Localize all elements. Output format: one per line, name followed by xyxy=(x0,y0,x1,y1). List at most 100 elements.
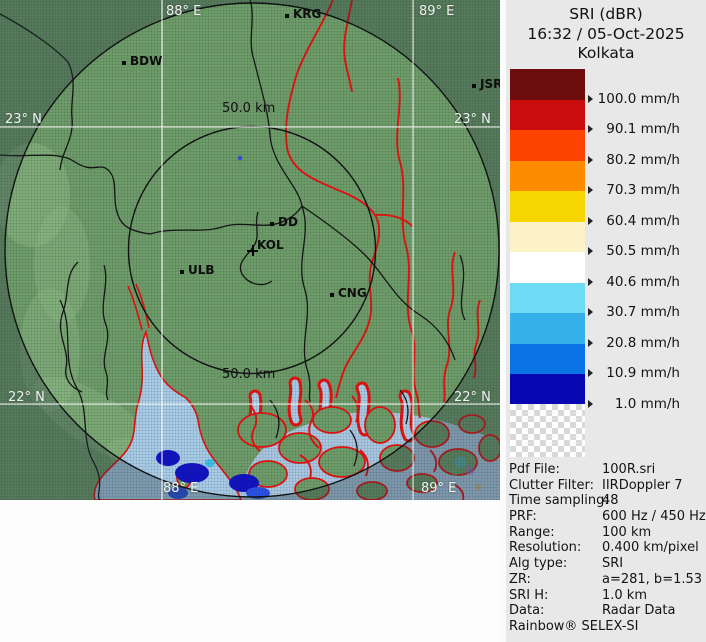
city-label: KRG xyxy=(293,7,322,21)
city-label: CNG xyxy=(338,286,367,300)
legend-tick-arrow-icon xyxy=(588,277,593,286)
legend-value: 50.5 mm/h xyxy=(606,243,680,259)
city-label: ULB xyxy=(188,263,215,277)
colorbar xyxy=(510,69,585,405)
range-ring-label: 50.0 km xyxy=(222,367,276,382)
product-timestamp: 16:32 / 05-Oct-2025 xyxy=(527,24,685,43)
city-label: JSR xyxy=(480,77,500,91)
product-name: SRI (dBR) xyxy=(569,5,643,23)
metadata-label: Data: xyxy=(509,603,545,619)
metadata-value: 600 Hz / 450 Hz xyxy=(602,509,706,525)
delta-islands xyxy=(176,406,500,500)
legend-swatch xyxy=(510,313,585,344)
metadata-label: Range: xyxy=(509,524,555,540)
rivers xyxy=(249,0,481,500)
legend-tick-arrow-icon xyxy=(588,247,593,255)
legend-swatch xyxy=(510,374,585,405)
metadata-label: Alg type: xyxy=(509,556,568,572)
radar-site-label: KOL xyxy=(257,238,284,252)
legend-labels: 100.0 mm/h 90.1 mm/h 80.2 mm/h 70.3 mm/h 60.… xyxy=(588,69,680,429)
metadata-value: 48 xyxy=(602,493,619,509)
legend-swatch xyxy=(510,252,585,283)
legend-tick-arrow-icon xyxy=(588,216,593,225)
grid-label: 88° E xyxy=(163,481,199,496)
legend-swatch xyxy=(510,69,585,100)
map-graphics xyxy=(0,0,500,500)
legend-value: 100.0 mm/h xyxy=(597,90,680,107)
grid-label: 22° N xyxy=(8,390,45,405)
radar-site-marker xyxy=(246,244,258,256)
legend-label: 1.0 mm/h xyxy=(588,396,680,412)
legend-value: 20.8 mm/h xyxy=(606,334,680,351)
legend-swatch xyxy=(510,221,585,252)
software-brand: Rainbow® SELEX-SI xyxy=(509,618,639,634)
legend-tick-arrow-icon xyxy=(588,399,593,408)
product-header: SRI (dBR) 16:32 / 05-Oct-2025 Kolkata xyxy=(506,5,706,64)
hooghly-river xyxy=(93,329,242,500)
legend-tick-arrow-icon xyxy=(588,186,593,194)
bottom-margin xyxy=(0,500,500,642)
city-label: BDW xyxy=(130,54,163,68)
metadata-value: 0.400 km/pixel xyxy=(602,540,699,556)
metadata-value: SRI xyxy=(602,556,624,572)
grid-label: 23° N xyxy=(5,112,42,127)
metadata-panel: Pdf File: 100R.sri Clutter Filter: IIRDoppl… xyxy=(509,462,706,635)
legend-tick-arrow-icon xyxy=(588,369,593,377)
metadata-row: Data: Radar Data xyxy=(509,603,705,619)
legend-label: 10.9 mm/h xyxy=(588,365,680,381)
legend-swatch xyxy=(510,130,585,161)
metadata-label: Clutter Filter: xyxy=(509,477,594,493)
city-dot xyxy=(180,270,184,274)
legend-label: 90.1 mm/h xyxy=(588,121,680,137)
river-banks xyxy=(127,283,150,331)
metadata-label: ZR: xyxy=(509,571,531,587)
grid-label: 89° E xyxy=(419,4,455,19)
grid-label: 88° E xyxy=(166,4,202,19)
legend-value: 70.3 mm/h xyxy=(606,182,680,198)
range-ring-label: 50.0 km xyxy=(222,101,276,116)
metadata-label: Resolution: xyxy=(509,540,582,556)
grid-label: 22° N xyxy=(454,390,491,405)
metadata-value: 1.0 km xyxy=(602,587,647,603)
metadata-label: SRI H: xyxy=(509,587,549,603)
legend-value: 10.9 mm/h xyxy=(606,365,680,381)
metadata-row: PRF: 600 Hz / 450 Hz xyxy=(509,509,706,525)
metadata-row: Pdf File: 100R.sri xyxy=(509,462,705,478)
legend-value: 60.4 mm/h xyxy=(606,212,680,229)
metadata-row: Time sampling: 48 xyxy=(509,493,705,509)
legend-value: 40.6 mm/h xyxy=(606,273,680,290)
metadata-label: Time sampling: xyxy=(509,493,609,509)
metadata-value: IIRDoppler 7 xyxy=(602,477,683,493)
city-label: DD xyxy=(278,215,298,229)
out-of-range-shade xyxy=(0,0,500,500)
legend-swatch xyxy=(510,191,585,222)
legend-value: 30.7 mm/h xyxy=(606,304,680,320)
legend-tick-arrow-icon xyxy=(588,308,593,316)
metadata-label: Pdf File: xyxy=(509,462,560,477)
city-dot xyxy=(122,61,126,65)
legend-tick-arrow-icon xyxy=(588,94,593,103)
panel-divider xyxy=(500,0,506,642)
grid-label: 23° N xyxy=(454,112,491,127)
metadata-value: a=281, b=1.53 xyxy=(602,571,703,587)
range-ring-100km xyxy=(4,2,500,498)
station-name: Kolkata xyxy=(577,44,635,62)
legend-tick-arrow-icon xyxy=(588,338,593,347)
legend-label: 40.6 mm/h xyxy=(588,274,680,290)
legend-label: 60.4 mm/h xyxy=(588,213,680,229)
legend-label: 80.2 mm/h xyxy=(588,152,680,168)
metadata-value: 100R.sri xyxy=(602,462,656,477)
radar-map: 88° E 89° E 88° E 89° E 23° N 23° N 22° N 22° N… xyxy=(0,0,500,500)
legend-tick-arrow-icon xyxy=(588,125,593,133)
legend-swatch xyxy=(510,282,585,313)
metadata-row: Range: 100 km xyxy=(509,525,705,541)
legend-swatch xyxy=(510,99,585,130)
city-dot xyxy=(285,14,289,18)
side-panel: SRI (dBR) 16:32 / 05-Oct-2025 Kolkata 10… xyxy=(506,0,706,642)
map-overlay: 88° E 89° E 88° E 89° E 23° N 23° N 22° N 22° N… xyxy=(5,4,500,496)
legend-label: 20.8 mm/h xyxy=(588,335,680,351)
legend-label: 50.5 mm/h xyxy=(588,243,680,259)
legend-value: 90.1 mm/h xyxy=(606,121,680,137)
city-dot xyxy=(472,84,476,88)
metadata-rows: Pdf File: 100R.sri Clutter Filter: IIRDoppl… xyxy=(509,462,706,619)
